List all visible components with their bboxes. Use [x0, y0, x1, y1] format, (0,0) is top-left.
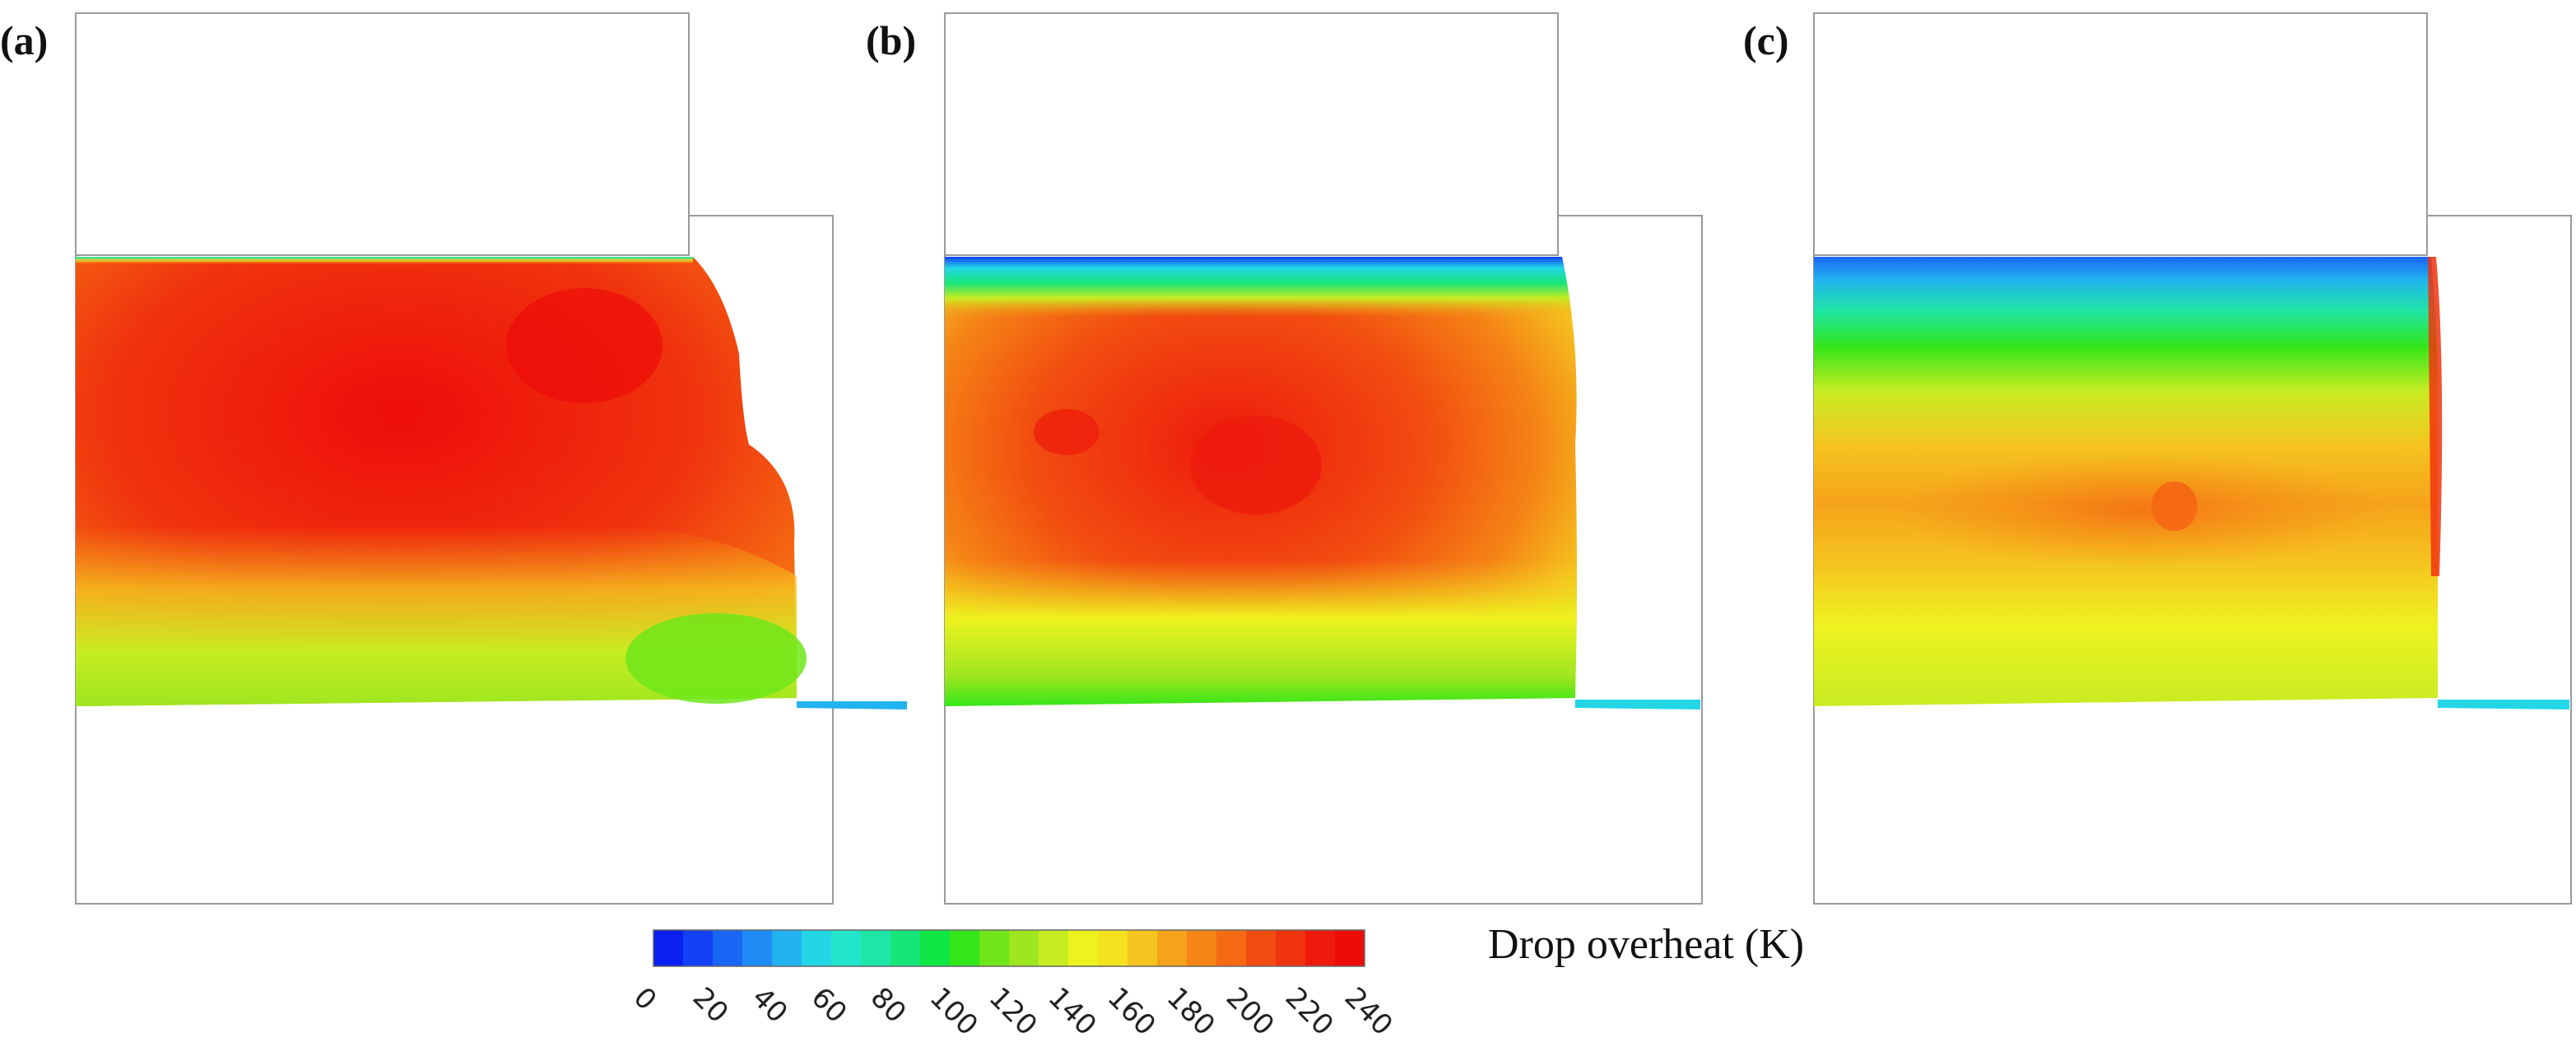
droplet-hot-core [506, 288, 663, 403]
colorbar-swatch [742, 930, 773, 966]
colorbar-tick-label: 20 [686, 981, 735, 1030]
mold-upper-outline [1813, 12, 2428, 256]
colorbar-swatch [653, 930, 684, 966]
colorbar-swatch [683, 930, 714, 966]
colorbar-swatch [1039, 930, 1069, 966]
colorbar-title: Drop overheat (K) [1488, 921, 1805, 968]
colorbar-tick-label: 240 [1337, 981, 1399, 1042]
colorbar-swatch [1128, 930, 1158, 966]
droplet-warm-band [1895, 453, 2388, 568]
droplet-hot-spot-left [1034, 409, 1100, 455]
colorbar-swatch [831, 930, 862, 966]
droplet-hot-spot [2151, 481, 2197, 531]
thin-film-tail [2438, 700, 2569, 709]
droplet-bottom-cool-zone [945, 560, 1577, 706]
colorbar-swatch [1246, 930, 1276, 966]
droplet-top-edge [76, 257, 693, 265]
colorbar-swatch [890, 930, 921, 966]
colorbar-tick-label: 0 [626, 981, 663, 1017]
colorbar-swatch [950, 930, 980, 966]
droplet-wall-hot-strip [2428, 257, 2443, 576]
colorbar-tick-label: 160 [1100, 981, 1162, 1042]
colorbar-swatch [1335, 930, 1365, 966]
colorbar-swatch [802, 930, 832, 966]
colorbar-swatch [861, 930, 891, 966]
panel-label-a: (a) [0, 17, 49, 63]
panel-a [75, 12, 907, 905]
thin-film-tail [1575, 700, 1700, 709]
colorbar-border [653, 929, 1365, 967]
colorbar-tick-label: 220 [1278, 981, 1340, 1042]
mold-upper-outline [944, 12, 1559, 256]
colorbar [653, 929, 1365, 967]
colorbar-tick-label: 120 [982, 981, 1044, 1042]
colorbar-swatch [1009, 930, 1039, 966]
colorbar-tick-label: 80 [863, 981, 913, 1030]
droplet-top-cool-layer [945, 257, 1577, 444]
colorbar-tick-label: 100 [923, 981, 984, 1042]
colorbar-swatch [1305, 930, 1336, 966]
droplet-hot-core [1190, 416, 1322, 514]
colorbar-swatch [772, 930, 802, 966]
thin-film-tail [797, 701, 907, 709]
colorbar-tick-label: 60 [804, 981, 853, 1030]
droplet-green-pocket [625, 613, 807, 704]
mold-upper-outline [75, 12, 690, 256]
colorbar-swatch [1187, 930, 1217, 966]
colorbar-tick-label: 140 [1041, 981, 1103, 1042]
colorbar-swatch [713, 930, 743, 966]
colorbar-tick-label: 40 [745, 981, 794, 1030]
panel-b [944, 12, 1703, 905]
colorbar-swatch [1098, 930, 1128, 966]
panel-c [1813, 12, 2572, 905]
colorbar-swatch [1068, 930, 1099, 966]
colorbar-swatch [979, 930, 1010, 966]
colorbar-swatch [1276, 930, 1306, 966]
colorbar-tick-label: 180 [1160, 981, 1221, 1042]
colorbar-swatch [1157, 930, 1188, 966]
colorbar-tick-label: 200 [1219, 981, 1281, 1042]
panel-label-b: (b) [866, 17, 917, 63]
droplet-bottom-cool-zone [76, 525, 797, 706]
colorbar-swatch [920, 930, 951, 966]
colorbar-swatch [1216, 930, 1247, 966]
panel-label-c: (c) [1743, 17, 1789, 63]
